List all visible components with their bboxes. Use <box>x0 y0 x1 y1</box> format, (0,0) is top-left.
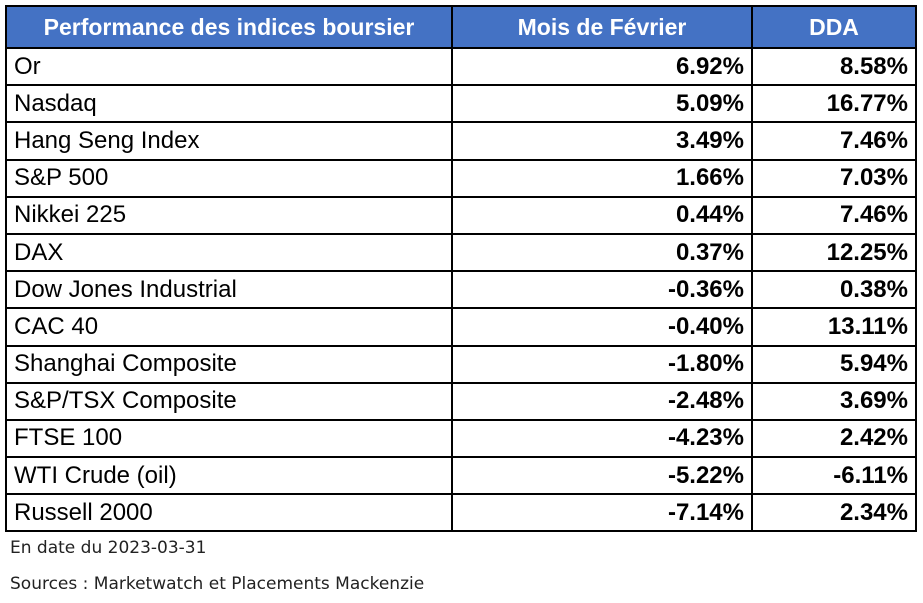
month-performance-cell: -4.23% <box>451 418 753 459</box>
ytd-performance-cell: 3.69% <box>751 381 917 421</box>
table-row: Russell 2000 -7.14% 2.34% <box>5 493 917 533</box>
month-performance-cell: -1.80% <box>451 344 753 384</box>
ytd-performance-cell: 8.58% <box>751 46 917 87</box>
ytd-performance-cell: 12.25% <box>751 232 917 273</box>
month-performance-cell: 0.44% <box>451 195 753 235</box>
table-row: WTI Crude (oil) -5.22% -6.11% <box>5 456 917 496</box>
table-header-row: Performance des indices boursier Mois de… <box>5 5 917 49</box>
month-performance-cell: -7.14% <box>451 493 753 533</box>
table-row: DAX 0.37% 12.25% <box>5 232 917 273</box>
table-row: FTSE 100 -4.23% 2.42% <box>5 418 917 459</box>
table-row: Dow Jones Industrial -0.36% 0.38% <box>5 270 917 310</box>
index-name-cell: S&P 500 <box>5 158 453 198</box>
ytd-performance-cell: -6.11% <box>751 456 917 496</box>
ytd-performance-cell: 7.46% <box>751 195 917 235</box>
month-performance-cell: 3.49% <box>451 121 753 161</box>
month-performance-cell: -5.22% <box>451 456 753 496</box>
table-body: Or 6.92% 8.58% Nasdaq 5.09% 16.77% Hang Seng I… <box>5 46 917 533</box>
ytd-performance-cell: 0.38% <box>751 270 917 310</box>
index-name-cell: S&P/TSX Composite <box>5 381 453 421</box>
month-performance-cell: -2.48% <box>451 381 753 421</box>
month-performance-cell: -0.40% <box>451 307 753 347</box>
table-row: Hang Seng Index 3.49% 7.46% <box>5 121 917 161</box>
index-name-cell: Or <box>5 46 453 87</box>
performance-table-container: Performance des indices boursier Mois de… <box>5 5 917 533</box>
table-row: Nikkei 225 0.44% 7.46% <box>5 195 917 235</box>
table-row: Shanghai Composite -1.80% 5.94% <box>5 344 917 384</box>
header-index-name: Performance des indices boursier <box>5 5 453 49</box>
month-performance-cell: 6.92% <box>451 46 753 87</box>
index-name-cell: Nasdaq <box>5 84 453 124</box>
index-name-cell: Dow Jones Industrial <box>5 270 453 310</box>
sources-note: Sources : Marketwatch et Placements Mack… <box>10 574 425 594</box>
header-month: Mois de Février <box>451 5 753 49</box>
ytd-performance-cell: 7.46% <box>751 121 917 161</box>
table-row: Nasdaq 5.09% 16.77% <box>5 84 917 124</box>
index-name-cell: DAX <box>5 232 453 273</box>
index-name-cell: WTI Crude (oil) <box>5 456 453 496</box>
month-performance-cell: 0.37% <box>451 232 753 273</box>
ytd-performance-cell: 5.94% <box>751 344 917 384</box>
month-performance-cell: -0.36% <box>451 270 753 310</box>
ytd-performance-cell: 2.42% <box>751 418 917 459</box>
header-ytd: DDA <box>751 5 917 49</box>
ytd-performance-cell: 16.77% <box>751 84 917 124</box>
table-row: S&P/TSX Composite -2.48% 3.69% <box>5 381 917 421</box>
index-name-cell: Russell 2000 <box>5 493 453 533</box>
table-row: S&P 500 1.66% 7.03% <box>5 158 917 198</box>
ytd-performance-cell: 7.03% <box>751 158 917 198</box>
index-name-cell: Shanghai Composite <box>5 344 453 384</box>
table-row: CAC 40 -0.40% 13.11% <box>5 307 917 347</box>
index-name-cell: Hang Seng Index <box>5 121 453 161</box>
month-performance-cell: 1.66% <box>451 158 753 198</box>
performance-table: Performance des indices boursier Mois de… <box>5 5 917 533</box>
ytd-performance-cell: 13.11% <box>751 307 917 347</box>
table-row: Or 6.92% 8.58% <box>5 46 917 87</box>
month-performance-cell: 5.09% <box>451 84 753 124</box>
index-name-cell: FTSE 100 <box>5 418 453 459</box>
index-name-cell: CAC 40 <box>5 307 453 347</box>
ytd-performance-cell: 2.34% <box>751 493 917 533</box>
index-name-cell: Nikkei 225 <box>5 195 453 235</box>
as-of-date-note: En date du 2023-03-31 <box>10 538 207 558</box>
